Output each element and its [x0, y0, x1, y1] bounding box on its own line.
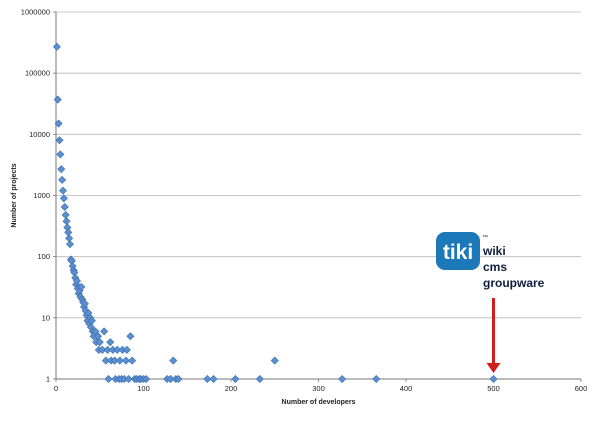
data-point-68 [128, 356, 137, 365]
tiki-logo: tiki ™ wiki cms groupware [436, 232, 545, 290]
logo-line-cms: cms [483, 260, 507, 274]
x-axis-title: Number of developers [282, 399, 356, 406]
data-point-23 [72, 276, 82, 286]
data-point-82 [231, 374, 240, 384]
data-point-50 [101, 356, 110, 365]
data-points [52, 42, 498, 384]
data-point-5 [57, 165, 66, 174]
grid-lines [56, 11, 581, 380]
data-point-8 [59, 194, 68, 203]
red-arrow-annotation [486, 298, 501, 373]
data-point-7 [58, 186, 68, 195]
y-axis-title: Number of projects [11, 163, 18, 227]
data-point-65 [122, 345, 131, 354]
data-point-47 [95, 338, 104, 347]
data-point-74 [142, 374, 151, 384]
data-point-52 [104, 374, 113, 384]
data-point-86 [372, 374, 381, 384]
logo-line-groupware: groupware [483, 276, 545, 290]
data-point-79 [174, 374, 183, 384]
data-point-77 [169, 356, 178, 365]
x-tick-label-6: 600 [575, 384, 588, 393]
data-point-2 [54, 119, 63, 128]
data-point-66 [124, 374, 133, 384]
data-point-53 [106, 338, 115, 347]
data-point-67 [126, 332, 135, 341]
data-point-48 [98, 345, 107, 354]
logo-line-wiki: wiki [482, 244, 506, 258]
data-point-3 [55, 136, 64, 145]
data-point-1 [53, 95, 62, 104]
data-point-28 [77, 282, 86, 291]
x-tick-label-5: 500 [487, 384, 500, 393]
tiki-logo-text: tiki [443, 241, 473, 264]
data-point-11 [62, 217, 71, 226]
data-point-85 [338, 374, 347, 384]
axes [53, 11, 582, 382]
x-tick-label-2: 200 [225, 384, 238, 393]
data-point-0 [52, 42, 61, 51]
data-point-14 [65, 234, 74, 243]
y-tick-label-5: 100000 [25, 69, 50, 78]
data-point-64 [121, 356, 131, 365]
data-point-84 [270, 356, 279, 365]
data-point-40 [87, 316, 96, 325]
data-point-32 [80, 299, 89, 308]
data-point-60 [115, 356, 124, 365]
data-point-9 [60, 202, 69, 211]
data-point-56 [110, 356, 119, 365]
y-tick-label-0: 1 [46, 375, 50, 384]
y-tick-label-4: 10000 [29, 130, 50, 139]
x-tick-labels: 0 100 200 300 400 500 600 [54, 384, 587, 393]
x-tick-label-1: 100 [137, 384, 150, 393]
y-tick-label-6: 1000000 [21, 8, 50, 17]
data-point-45 [93, 332, 103, 341]
y-tick-label-2: 100 [37, 252, 50, 261]
data-point-4 [56, 150, 65, 159]
x-tick-label-3: 300 [312, 384, 325, 393]
data-point-10 [61, 210, 70, 220]
tiki-logo-tm: ™ [482, 234, 488, 241]
y-tick-label-1: 10 [42, 313, 50, 322]
data-point-81 [209, 374, 218, 384]
data-point-80 [203, 374, 212, 384]
data-point-15 [65, 240, 75, 249]
y-tick-label-3: 1000 [33, 191, 50, 200]
data-point-58 [113, 345, 122, 354]
data-point-87 [489, 374, 498, 384]
data-point-49 [100, 327, 109, 336]
data-point-83 [255, 374, 264, 384]
y-tick-labels: 1 10 100 1000 10000 100000 1000000 [21, 8, 50, 384]
data-point-76 [166, 374, 175, 384]
data-point-51 [103, 345, 112, 354]
tiki-logo-badge [436, 232, 480, 270]
arrow-head [486, 363, 501, 373]
data-point-6 [58, 175, 67, 184]
x-tick-label-0: 0 [54, 384, 58, 393]
x-tick-label-4: 400 [400, 384, 413, 393]
